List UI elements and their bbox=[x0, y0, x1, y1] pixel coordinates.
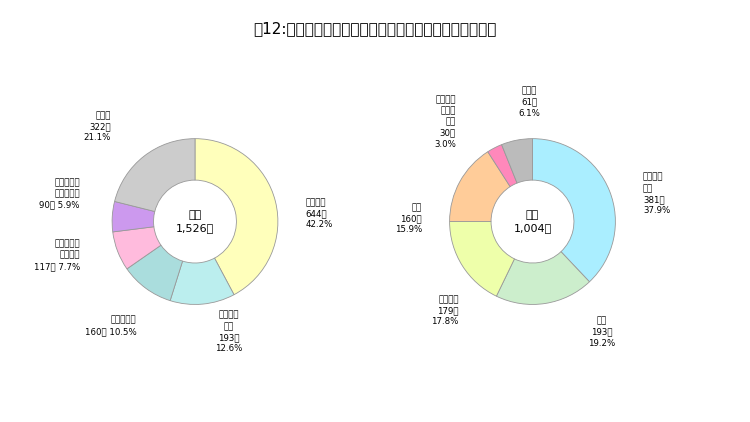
Text: 販売
160人
15.9%: 販売 160人 15.9% bbox=[394, 203, 422, 234]
Text: 事務
193人
19.2%: 事務 193人 19.2% bbox=[588, 316, 615, 348]
Text: 専門的・
技術的
職業
30人
3.0%: 専門的・ 技術的 職業 30人 3.0% bbox=[434, 95, 456, 149]
Wedge shape bbox=[449, 222, 514, 296]
Wedge shape bbox=[170, 258, 234, 304]
Wedge shape bbox=[488, 145, 517, 187]
Wedge shape bbox=[496, 252, 590, 304]
Wedge shape bbox=[112, 201, 154, 232]
Wedge shape bbox=[449, 152, 510, 222]
Wedge shape bbox=[127, 245, 182, 300]
Wedge shape bbox=[195, 139, 278, 295]
Text: 男子
1,526人: 男子 1,526人 bbox=[176, 210, 214, 233]
Wedge shape bbox=[502, 139, 532, 183]
Text: 生産工程
644人
42.2%: 生産工程 644人 42.2% bbox=[305, 198, 333, 230]
Text: その他
61人
6.1%: その他 61人 6.1% bbox=[518, 87, 540, 118]
Wedge shape bbox=[112, 227, 161, 269]
Wedge shape bbox=[115, 139, 195, 211]
Text: サービス
職業
381人
37.9%: サービス 職業 381人 37.9% bbox=[643, 173, 670, 215]
Text: 建設・採掘
160人 10.5%: 建設・採掘 160人 10.5% bbox=[85, 316, 136, 336]
Text: 転送・機械
運転従事者
90人 5.9%: 転送・機械 運転従事者 90人 5.9% bbox=[40, 179, 80, 210]
Text: 専門的・技
術的職業
117人 7.7%: 専門的・技 術的職業 117人 7.7% bbox=[34, 240, 80, 271]
Text: 図12:高等学校卒業者男女別の主な職業別就業者数の比率: 図12:高等学校卒業者男女別の主な職業別就業者数の比率 bbox=[254, 21, 496, 36]
Text: 生産工程
179人
17.8%: 生産工程 179人 17.8% bbox=[431, 295, 459, 326]
Text: サービス
職業
193人
12.6%: サービス 職業 193人 12.6% bbox=[215, 311, 242, 353]
Wedge shape bbox=[532, 139, 616, 282]
Text: その他
322人
21.1%: その他 322人 21.1% bbox=[83, 111, 111, 142]
Text: 女子
1,004人: 女子 1,004人 bbox=[513, 210, 551, 233]
